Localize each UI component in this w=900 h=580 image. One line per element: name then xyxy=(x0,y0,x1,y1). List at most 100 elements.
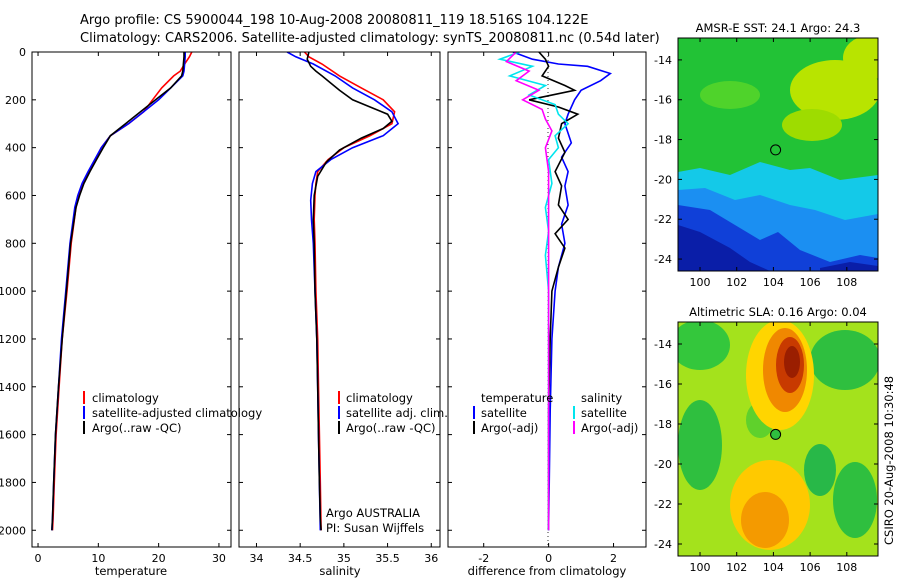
temperature-ticks: 0 10 20 30 0 200 400 600 800 1000 1200 1400 1600 1800… xyxy=(0,46,231,565)
series-climatology xyxy=(51,52,193,531)
legend-label-satellite-adj: satellite adj. clim. xyxy=(346,406,448,420)
y-tick-label: 200 xyxy=(5,94,26,107)
legend-label-argo: Argo(..raw -QC) xyxy=(346,421,436,435)
salinity-panel: 34 34.5 35 35.5 36 salinity climatology sate… xyxy=(238,51,448,578)
sla-orange-region xyxy=(741,492,789,548)
y-tick-label: 1600 xyxy=(0,429,26,442)
y-tick-label: 1400 xyxy=(0,381,26,394)
legend-label-sal-satellite: satellite xyxy=(581,406,627,420)
sla-argo-location-marker xyxy=(770,428,782,440)
y-tick-label: 600 xyxy=(5,189,26,202)
x-tick-label: 106 xyxy=(800,276,821,289)
difference-legend: temperature satellite Argo(-adj) salinit… xyxy=(473,391,638,435)
sla-map-title: Altimetric SLA: 0.16 Argo: 0.04 xyxy=(689,305,867,319)
temperature-axes-frame xyxy=(31,51,232,548)
y-tick-label: 400 xyxy=(5,142,26,155)
header-line-1: Argo profile: CS 5900044_198 10-Aug-2008… xyxy=(80,13,588,28)
series-salinity-argo-adj xyxy=(504,52,553,531)
difference-axes-frame xyxy=(447,51,647,548)
sst-map-title: AMSR-E SST: 24.1 Argo: 24.3 xyxy=(696,21,861,35)
series-temperature-satellite xyxy=(512,52,613,531)
y-tick-label: -20 xyxy=(654,458,672,471)
y-tick-label: -16 xyxy=(654,378,672,391)
y-tick-label: -16 xyxy=(654,94,672,107)
difference-series-layer xyxy=(497,52,613,531)
sst-dark-blue-region xyxy=(678,225,770,271)
sst-yellow-region xyxy=(782,109,842,141)
salinity-ticks: 34 34.5 35 35.5 36 xyxy=(239,51,440,565)
sst-dark-blue-region xyxy=(820,262,878,271)
footer-timestamp: CSIRO 20-Aug-2008 10:30:48 xyxy=(882,376,896,545)
legend-heading-temperature: temperature xyxy=(481,391,553,405)
x-tick-label: 35.5 xyxy=(375,552,400,565)
salinity-legend: climatology satellite adj. clim. Argo(..… xyxy=(338,391,448,435)
series-satellite-adj-clim xyxy=(286,52,400,531)
y-tick-label: 800 xyxy=(5,237,26,250)
legend-label-argo: Argo(..raw -QC) xyxy=(92,421,182,435)
y-tick-label: -20 xyxy=(654,173,672,186)
x-tick-label: 2 xyxy=(610,552,617,565)
difference-ticks: -2 0 2 xyxy=(448,51,646,565)
legend-label-sal-argo: Argo(-adj) xyxy=(581,421,638,435)
x-tick-label: 0 xyxy=(545,552,552,565)
sst-heatmap xyxy=(678,38,878,271)
sst-axes-frame xyxy=(677,37,879,272)
salinity-xlabel: salinity xyxy=(319,564,360,578)
sst-map-panel: AMSR-E SST: 24.1 Argo: 24.3 100 102 104 106… xyxy=(654,21,879,289)
sst-warm-blobs xyxy=(700,38,878,141)
sla-darkred-region xyxy=(784,346,800,378)
x-tick-label: 36 xyxy=(424,552,438,565)
y-tick-label: -22 xyxy=(654,498,672,511)
sst-map-ticks: 100 102 104 106 108 -14 -16 -18 -20 -22 -24 xyxy=(654,38,878,289)
y-tick-label: -24 xyxy=(654,253,672,266)
x-tick-label: 10 xyxy=(91,552,105,565)
temperature-panel: 0 10 20 30 0 200 400 600 800 1000 1200 1400 1600 1800… xyxy=(0,46,262,578)
x-tick-label: 34 xyxy=(249,552,263,565)
y-tick-label: -22 xyxy=(654,213,672,226)
x-tick-label: -2 xyxy=(478,552,489,565)
y-tick-label: -18 xyxy=(654,418,672,431)
sst-argo-location-marker xyxy=(770,144,782,156)
temperature-legend: climatology satellite-adjusted climatolo… xyxy=(83,391,262,435)
legend-label-satellite-adjusted: satellite-adjusted climatology xyxy=(92,406,262,420)
sla-axes-frame xyxy=(677,321,879,557)
series-temperature-argo-adj xyxy=(528,52,580,531)
annotation-pi: PI: Susan Wijffels xyxy=(326,521,424,535)
y-tick-label: 1200 xyxy=(0,333,26,346)
series-satellite-adjusted-climatology xyxy=(51,52,186,531)
salinity-series-layer xyxy=(286,52,400,531)
sla-green-region xyxy=(678,400,722,490)
y-tick-label: -24 xyxy=(654,538,672,551)
difference-xlabel: difference from climatology xyxy=(468,564,627,578)
temperature-series-layer xyxy=(51,52,193,531)
sla-green-region xyxy=(804,444,836,496)
x-tick-label: 104 xyxy=(763,561,784,574)
sst-light-green-region xyxy=(700,81,760,109)
sla-green-region xyxy=(678,322,730,370)
x-tick-label: 20 xyxy=(152,552,166,565)
legend-label-climatology: climatology xyxy=(346,391,413,405)
sla-map-ticks: 100 102 104 106 108 -14 -16 -18 -20 -22 -24 xyxy=(654,322,878,574)
sst-yellow-region xyxy=(843,38,878,80)
sla-green-region xyxy=(810,330,878,390)
y-tick-label: 0 xyxy=(19,46,26,59)
series-climatology xyxy=(303,52,396,531)
sla-green-region xyxy=(833,462,877,538)
legend-heading-salinity: salinity xyxy=(581,391,622,405)
series-argo-raw-qc xyxy=(51,52,185,531)
x-tick-label: 102 xyxy=(726,276,747,289)
legend-label-temp-argo: Argo(-adj) xyxy=(481,421,538,435)
y-tick-label: -14 xyxy=(654,54,672,67)
difference-panel: -2 0 2 difference from climatology tempera… xyxy=(447,51,647,578)
y-tick-label: -14 xyxy=(654,338,672,351)
x-tick-label: 100 xyxy=(690,276,711,289)
x-tick-label: 35 xyxy=(337,552,351,565)
temperature-xlabel: temperature xyxy=(95,564,167,578)
x-tick-label: 104 xyxy=(763,276,784,289)
x-tick-label: 100 xyxy=(690,561,711,574)
legend-label-temp-satellite: satellite xyxy=(481,406,527,420)
y-tick-label: -18 xyxy=(654,134,672,147)
x-tick-label: 106 xyxy=(800,561,821,574)
y-tick-label: 1000 xyxy=(0,285,26,298)
